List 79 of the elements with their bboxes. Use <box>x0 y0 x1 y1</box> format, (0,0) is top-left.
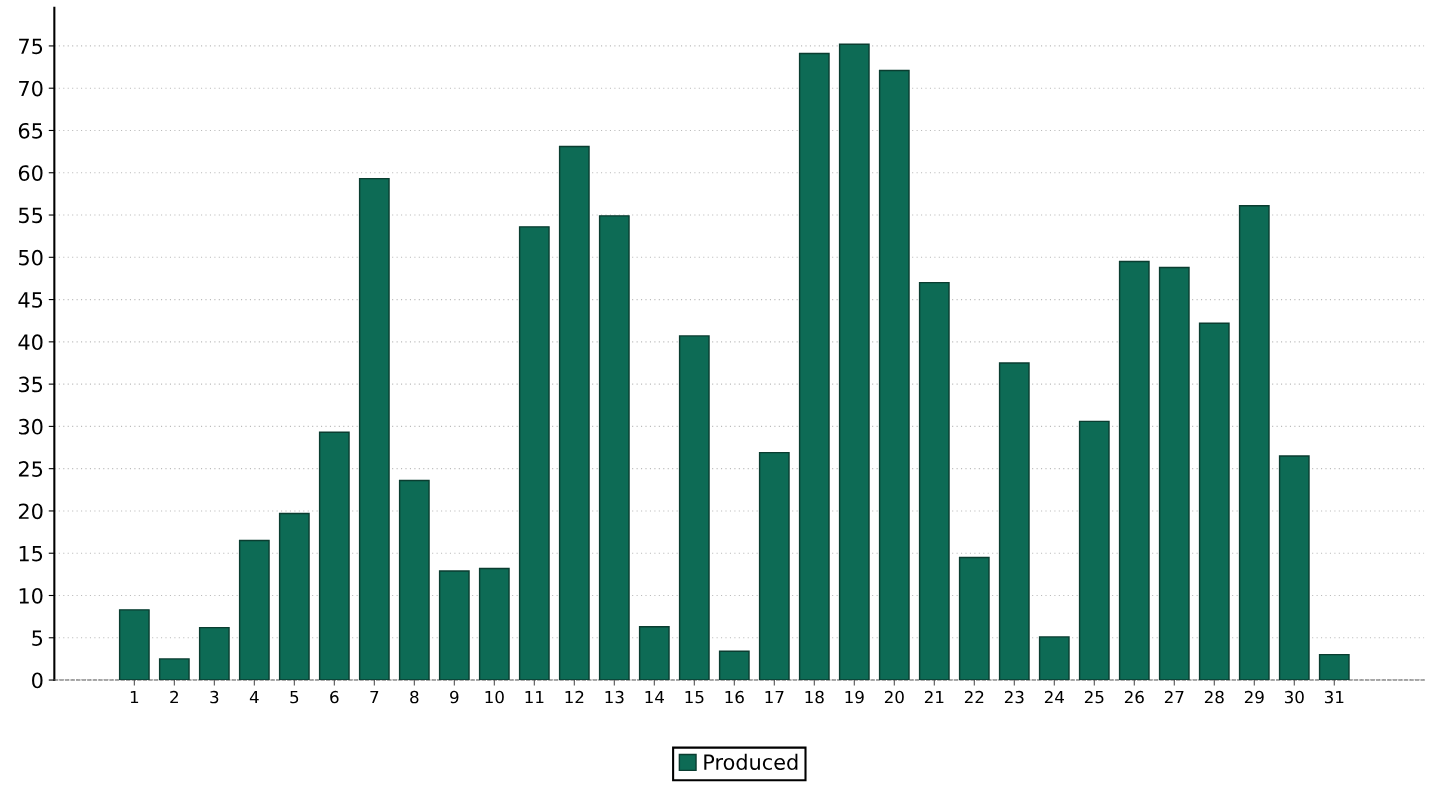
bar <box>1278 455 1310 681</box>
bar <box>118 609 150 681</box>
bar <box>158 658 190 681</box>
bar <box>678 335 710 681</box>
x-tick-label: 11 <box>525 690 544 704</box>
x-tick-label: 20 <box>884 690 904 704</box>
x-tick-label: 2 <box>170 690 178 704</box>
y-tick-label: 70 <box>19 80 43 97</box>
bar <box>198 626 230 681</box>
y-tick-label: 30 <box>19 418 43 435</box>
bar <box>998 362 1030 681</box>
x-tick-label: 30 <box>1284 690 1304 704</box>
bar <box>1078 420 1110 681</box>
x-tick-label: 14 <box>645 690 664 704</box>
x-tick-label: 31 <box>1324 690 1344 704</box>
y-tick-label: 5 <box>32 630 43 646</box>
y-tick-label: 20 <box>18 503 43 520</box>
bar <box>958 556 990 681</box>
x-tick-label: 5 <box>290 690 299 704</box>
y-tick-label: 55 <box>19 207 43 224</box>
bar <box>838 43 870 681</box>
x-tick-label: 28 <box>1204 690 1224 704</box>
x-tick-label: 25 <box>1084 690 1104 704</box>
bar <box>278 512 310 681</box>
y-tick-label: 50 <box>19 249 43 266</box>
bar <box>1158 266 1190 681</box>
x-tick-label: 4 <box>249 690 259 704</box>
x-tick-label: 17 <box>765 690 784 704</box>
y-tick-label: 10 <box>19 587 43 604</box>
legend-label: Produced <box>704 753 798 770</box>
x-tick-label: 19 <box>845 690 864 704</box>
x-tick-label: 12 <box>565 690 584 704</box>
bar <box>1318 653 1350 681</box>
bar <box>878 69 910 681</box>
y-tick-label: 15 <box>19 545 43 562</box>
x-tick-label: 22 <box>964 690 984 704</box>
x-tick-label: 9 <box>450 690 459 704</box>
x-tick-label: 1 <box>130 690 139 704</box>
x-tick-label: 15 <box>685 690 704 704</box>
x-tick-label: 29 <box>1244 690 1264 704</box>
y-tick-label: 65 <box>18 122 43 139</box>
x-tick-label: 7 <box>370 690 379 704</box>
x-tick-label: 6 <box>330 690 339 704</box>
x-tick-label: 16 <box>725 690 744 704</box>
y-tick-label: 75 <box>19 38 43 55</box>
y-tick-label: 25 <box>18 461 43 477</box>
x-tick-label: 21 <box>924 690 944 704</box>
bar <box>238 539 270 681</box>
bar <box>758 451 790 681</box>
x-tick-label: 10 <box>485 690 504 704</box>
bar <box>718 650 750 681</box>
x-tick-label: 8 <box>410 690 419 704</box>
bar <box>438 570 470 681</box>
x-tick-label: 24 <box>1044 690 1064 704</box>
x-tick-label: 23 <box>1004 690 1024 704</box>
bar <box>558 145 590 681</box>
bar <box>478 567 510 681</box>
bar <box>318 431 350 681</box>
bar <box>1038 636 1070 681</box>
bar <box>798 52 830 681</box>
bar <box>918 281 950 681</box>
y-tick-label: 45 <box>18 292 43 308</box>
bar <box>1198 322 1230 681</box>
bar <box>358 177 390 681</box>
y-tick-label: 35 <box>19 376 43 393</box>
y-tick-label: 60 <box>18 165 43 181</box>
x-tick-label: 18 <box>805 690 824 704</box>
bar <box>638 626 670 681</box>
bar <box>1238 205 1270 681</box>
y-tick-label: 0 <box>32 672 43 689</box>
bar <box>518 226 550 681</box>
bar <box>398 479 430 681</box>
x-tick-label: 27 <box>1164 690 1184 704</box>
y-tick-label: 40 <box>18 334 43 351</box>
x-tick-label: 3 <box>210 690 219 704</box>
x-tick-label: 13 <box>605 690 624 704</box>
x-tick-label: 26 <box>1124 690 1144 704</box>
bar <box>1118 260 1150 681</box>
bar <box>598 215 630 681</box>
